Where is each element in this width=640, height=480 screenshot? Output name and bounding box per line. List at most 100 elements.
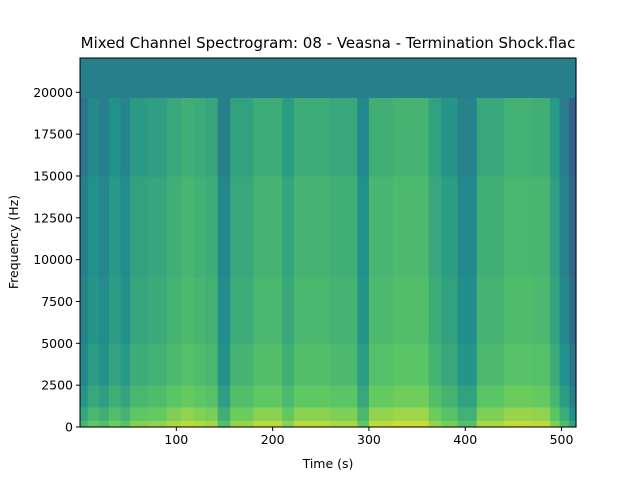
- spectrogram-cell: [532, 385, 551, 408]
- spectrogram-cell: [559, 385, 570, 408]
- spectrogram-cell: [282, 343, 295, 386]
- spectrogram-cell: [569, 97, 577, 177]
- spectrogram-cell: [99, 420, 110, 428]
- spectrogram-cell: [357, 97, 370, 177]
- spectrogram-cell: [130, 343, 149, 386]
- spectrogram-cell: [550, 406, 561, 421]
- spectrogram-cell: [569, 385, 577, 408]
- y-axis: 0 2500 5000 7500 10000 12500 15000 17500 20000: [33, 85, 80, 435]
- lowpass-region: [457, 58, 478, 98]
- spectrogram-cell: [550, 420, 561, 428]
- spectrogram-cell: [441, 175, 459, 277]
- spectrogram-cell: [532, 343, 551, 386]
- spectrogram-cell: [181, 385, 195, 408]
- lowpass-region: [80, 58, 89, 98]
- spectrogram-cell: [205, 406, 219, 421]
- spectrogram-cell: [330, 406, 358, 421]
- spectrogram-cell: [230, 385, 254, 408]
- spectrogram-cell: [368, 276, 394, 344]
- spectrogram-cell: [166, 97, 182, 177]
- lowpass-region: [130, 58, 149, 98]
- spectrogram-cell: [253, 175, 283, 277]
- spectrogram-cell: [282, 406, 295, 421]
- spectrogram-cell: [393, 276, 430, 344]
- spectrogram-cell: [99, 175, 110, 277]
- spectrogram-cell: [181, 406, 195, 421]
- spectrogram-cell: [428, 97, 442, 177]
- spectrogram-cell: [293, 97, 332, 177]
- spectrogram-cell: [87, 276, 100, 344]
- x-tick-label: 500: [550, 432, 574, 447]
- spectrogram-cell: [532, 406, 551, 421]
- spectrogram-cell: [217, 97, 231, 177]
- spectrogram-cell: [550, 97, 561, 177]
- spectrogram-cell: [330, 385, 358, 408]
- y-tick-label: 2500: [41, 378, 73, 393]
- spectrogram-cell: [532, 420, 551, 428]
- spectrogram-cell: [293, 406, 332, 421]
- spectrogram-cell: [80, 97, 89, 177]
- y-tick-label: 20000: [33, 85, 73, 100]
- spectrogram-cell: [428, 175, 442, 277]
- lowpass-region: [330, 58, 358, 98]
- spectrogram-cell: [569, 406, 577, 421]
- spectrogram-cell: [357, 276, 370, 344]
- spectrogram-cell: [217, 343, 231, 386]
- spectrogram-cell: [368, 175, 394, 277]
- spectrogram-cell: [357, 420, 370, 428]
- spectrogram-cell: [569, 276, 577, 344]
- spectrogram-cell: [80, 343, 89, 386]
- spectrogram-cell: [130, 97, 149, 177]
- x-tick-label: 100: [164, 432, 188, 447]
- spectrogram-cell: [181, 175, 195, 277]
- spectrogram-cell: [282, 385, 295, 408]
- spectrogram-cell: [393, 175, 430, 277]
- spectrogram-cell: [457, 175, 478, 277]
- spectrogram-cell: [293, 385, 332, 408]
- spectrogram-cell: [193, 406, 206, 421]
- lowpass-region: [217, 58, 231, 98]
- spectrogram-cell: [166, 276, 182, 344]
- spectrogram-cell: [550, 276, 561, 344]
- spectrogram-cell: [120, 97, 131, 177]
- spectrogram-cell: [559, 175, 570, 277]
- spectrogram-cell: [476, 343, 505, 386]
- spectrogram-cell: [130, 420, 149, 428]
- plot-area: [80, 58, 577, 428]
- spectrogram-cell: [205, 276, 219, 344]
- spectrogram-cell: [87, 385, 100, 408]
- spectrogram-cell: [193, 343, 206, 386]
- spectrogram-cell: [476, 406, 505, 421]
- spectrogram-cell: [293, 175, 332, 277]
- spectrogram-cell: [441, 343, 459, 386]
- spectrogram-cell: [87, 97, 100, 177]
- spectrogram-cell: [253, 406, 283, 421]
- lowpass-region: [368, 58, 394, 98]
- spectrogram-cell: [193, 276, 206, 344]
- spectrogram-cell: [130, 175, 149, 277]
- spectrogram-cell: [108, 276, 122, 344]
- lowpass-region: [87, 58, 100, 98]
- spectrogram-cell: [80, 175, 89, 277]
- spectrogram-cell: [368, 343, 394, 386]
- x-tick-label: 200: [261, 432, 285, 447]
- spectrogram-cell: [166, 385, 182, 408]
- x-tick-label: 300: [357, 432, 381, 447]
- spectrogram-cell: [559, 420, 570, 428]
- lowpass-region: [193, 58, 206, 98]
- lowpass-region: [166, 58, 182, 98]
- lowpass-region: [532, 58, 551, 98]
- spectrogram-cell: [293, 343, 332, 386]
- spectrogram-cell: [147, 406, 168, 421]
- spectrogram-cell: [503, 343, 534, 386]
- x-axis: 100 200 300 400 500: [164, 427, 574, 447]
- spectrogram-cell: [130, 385, 149, 408]
- spectrogram-cell: [120, 385, 131, 408]
- spectrogram-cell: [130, 276, 149, 344]
- spectrogram-cell: [87, 175, 100, 277]
- spectrogram-cell: [559, 343, 570, 386]
- spectrogram-cell: [230, 406, 254, 421]
- spectrogram-cell: [253, 97, 283, 177]
- spectrogram-cell: [193, 420, 206, 428]
- spectrogram-cell: [108, 385, 122, 408]
